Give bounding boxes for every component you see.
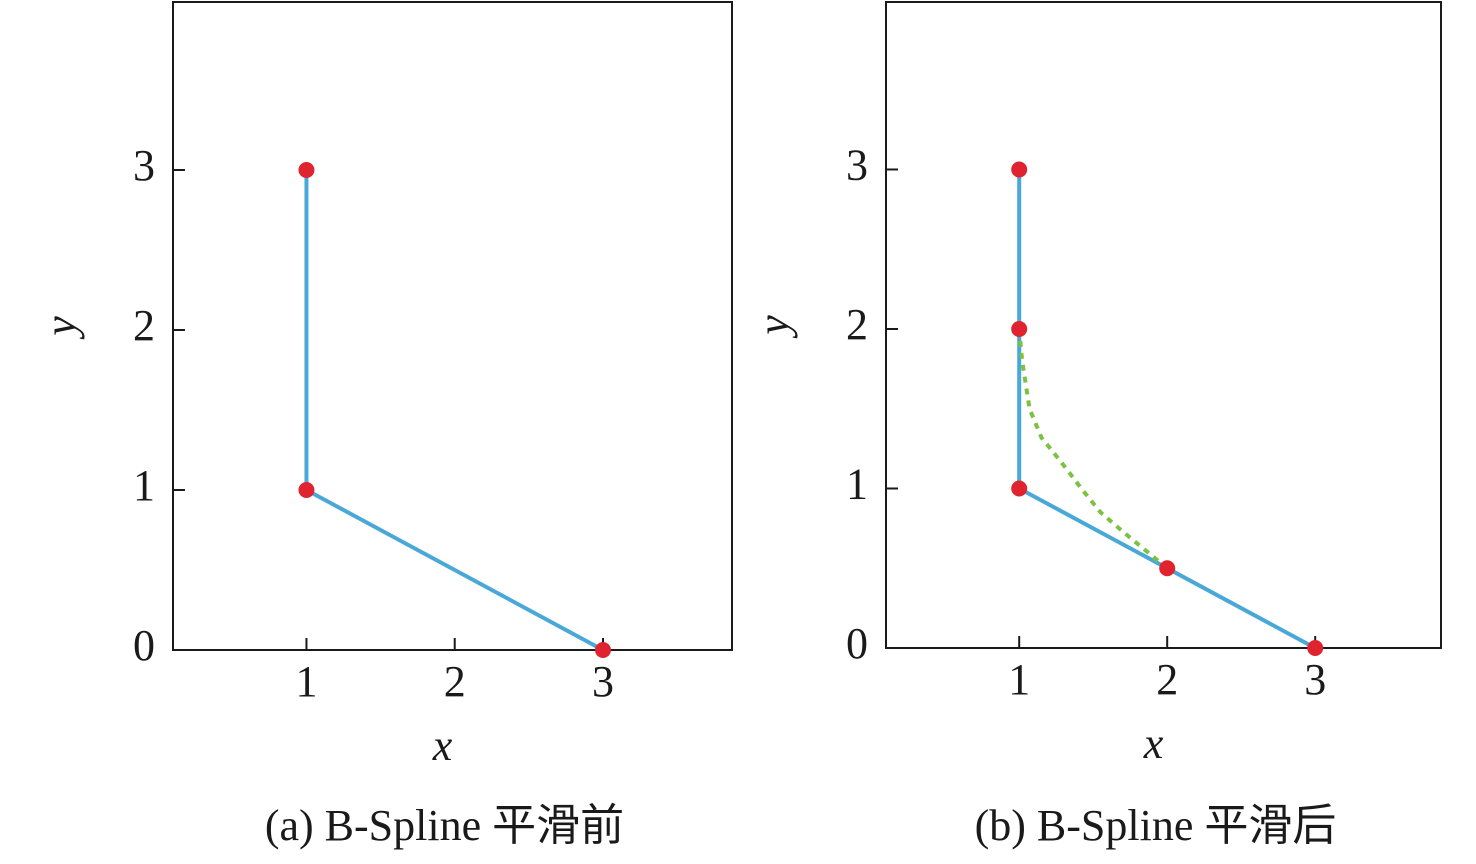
x-tick-label: 2 (1156, 655, 1178, 704)
y-tick-label: 2 (133, 301, 155, 350)
point (1011, 480, 1028, 497)
point (1159, 560, 1176, 577)
panel: 1 2 3 0 1 2 3 x y (a) B-Spline 平滑前 (36, 1, 733, 850)
x-tick-label: 1 (295, 657, 317, 706)
y-tick-label: 0 (133, 621, 155, 670)
point (298, 482, 315, 498)
y-tick-label: 1 (133, 461, 155, 510)
x-tick-label: 3 (1304, 655, 1326, 704)
x-tick-label: 3 (592, 657, 614, 706)
point (1011, 320, 1028, 337)
x-axis-label: x (432, 721, 453, 770)
smoothed-curve (1017, 328, 1169, 570)
y-axis-label: y (749, 315, 798, 339)
plot-frame (885, 1, 1442, 649)
y-tick-label: 2 (846, 300, 868, 349)
caption: (b) B-Spline 平滑后 (975, 801, 1337, 850)
point (1011, 161, 1028, 178)
polyline (304, 170, 604, 652)
point (1307, 640, 1324, 656)
point (298, 162, 315, 178)
point (595, 642, 611, 658)
y-tick-label: 1 (846, 460, 868, 509)
panel: 1 2 3 0 1 2 3 x y (b) B-Spline 平滑后 (749, 1, 1442, 850)
y-axis-label: y (36, 316, 85, 340)
caption: (a) B-Spline 平滑前 (265, 801, 624, 850)
x-tick-label: 1 (1008, 655, 1030, 704)
x-tick-label: 2 (444, 657, 466, 706)
y-tick-label: 0 (846, 619, 868, 668)
y-tick-label: 3 (133, 141, 155, 190)
x-axis-label: x (1143, 719, 1164, 768)
plot-frame (172, 1, 733, 651)
y-tick-label: 3 (846, 141, 868, 190)
